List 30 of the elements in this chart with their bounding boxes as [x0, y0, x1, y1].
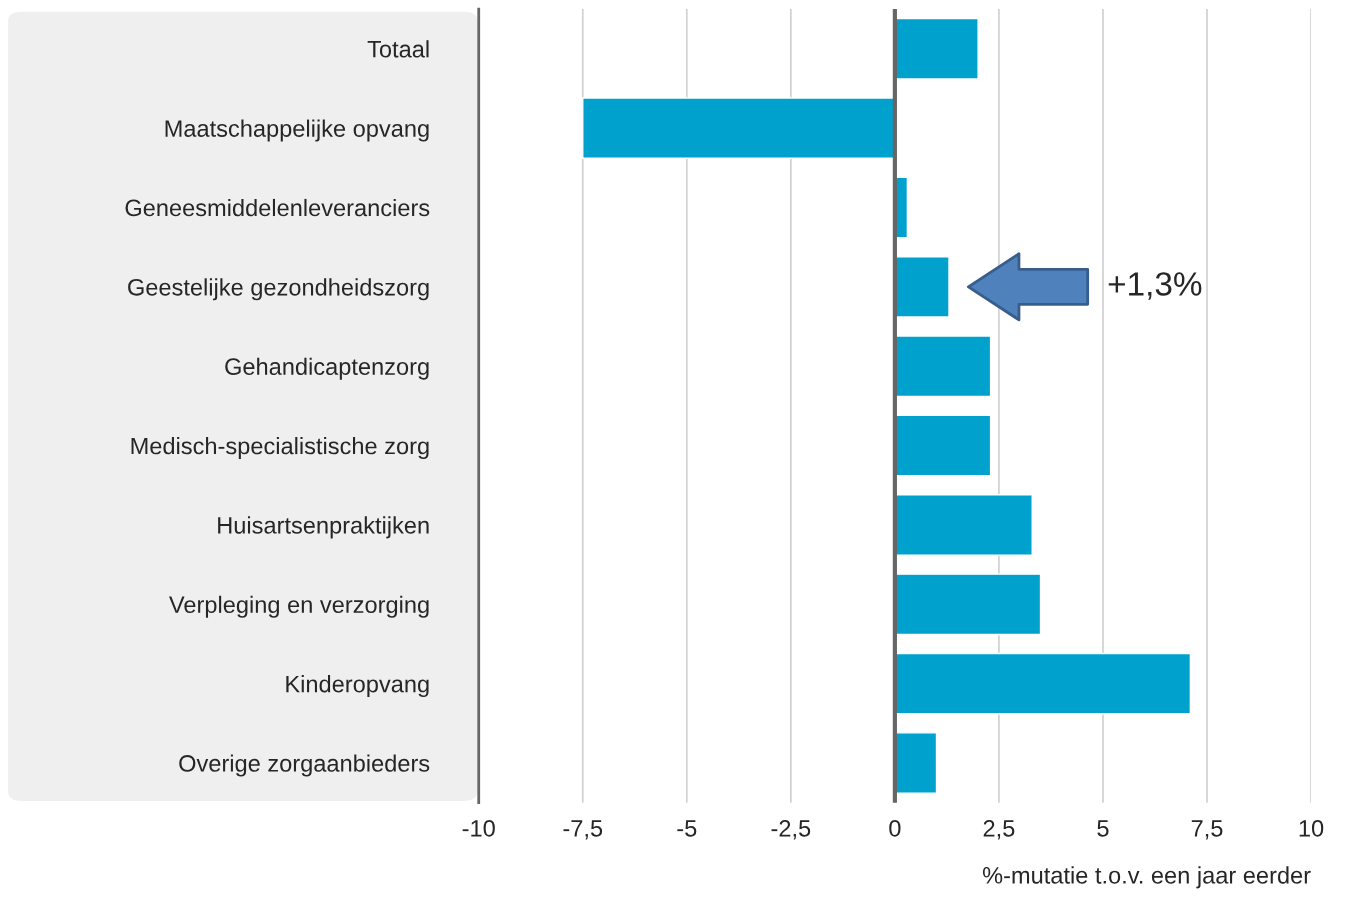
- y-tick-label: Geneesmiddelenleveranciers: [125, 198, 430, 217]
- bar: [894, 17, 979, 80]
- x-tick-label: 10: [1299, 819, 1324, 837]
- x-tick-label: 0: [889, 819, 901, 837]
- bar: [894, 255, 950, 318]
- y-tick-label: Totaal: [367, 40, 429, 58]
- y-tick-label: Gehandicaptenzorg: [225, 357, 429, 380]
- bar: [894, 573, 1042, 636]
- bar: [894, 732, 938, 794]
- y-tick-label: Kinderopvang: [286, 675, 429, 698]
- x-tick-label: -10: [462, 819, 495, 837]
- y-tick-label: Medisch-specialistische zorg: [131, 437, 429, 460]
- y-tick-label: Overige zorgaanbieders: [179, 754, 430, 777]
- x-tick-label: 2,5: [983, 819, 1015, 840]
- x-tick-label: -2,5: [771, 819, 811, 840]
- x-tick-label: 5: [1097, 820, 1109, 837]
- x-tick-label: 7,5: [1191, 820, 1223, 840]
- bar: [894, 414, 992, 477]
- x-tick-label: -5: [677, 820, 697, 837]
- x-axis-title: %-mutatie t.o.v. een jaar eerder: [982, 866, 1311, 889]
- y-tick-label: Huisartsenpraktijken: [218, 516, 429, 539]
- bar: [894, 652, 1192, 715]
- y-tick-label: Geestelijke gezondheidszorg: [128, 278, 429, 301]
- bar: [894, 494, 1033, 556]
- y-tick-label: Maatschappelijke opvang: [165, 119, 429, 142]
- y-tick-label: Verpleging en verzorging: [169, 595, 429, 618]
- bar: [582, 97, 896, 159]
- bar: [894, 335, 992, 398]
- annotation: +1,3%: [1108, 272, 1202, 300]
- x-tick-label: -7,5: [563, 820, 603, 840]
